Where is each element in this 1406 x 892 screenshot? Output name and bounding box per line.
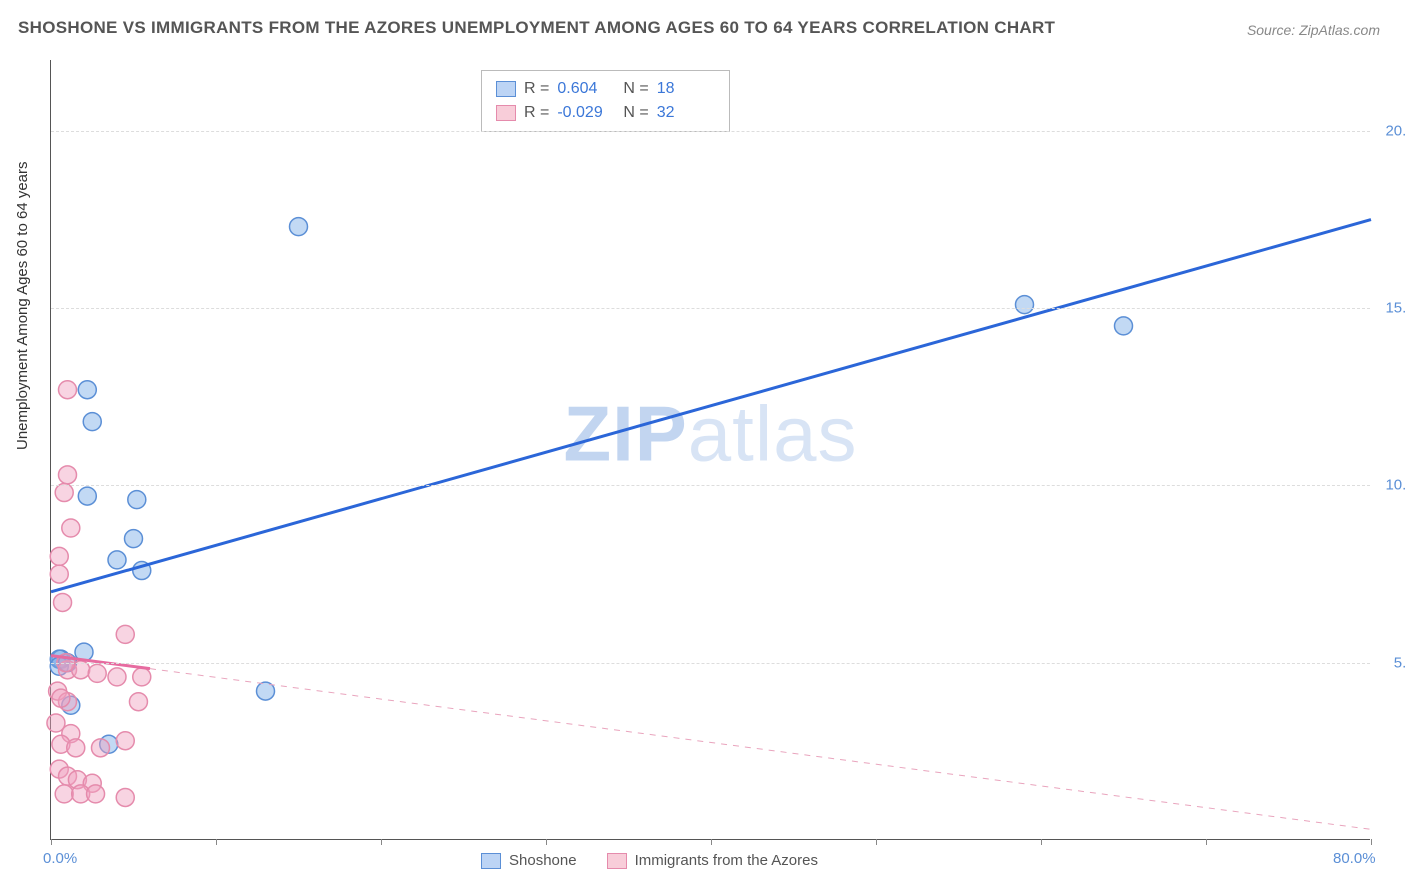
x-tick <box>711 839 712 845</box>
y-tick-label: 15.0% <box>1385 300 1406 317</box>
x-tick <box>1041 839 1042 845</box>
point-shoshone <box>1115 317 1133 335</box>
point-azores <box>50 547 68 565</box>
series-legend: Shoshone Immigrants from the Azores <box>481 852 818 869</box>
y-axis-label: Unemployment Among Ages 60 to 64 years <box>14 161 31 450</box>
point-azores <box>59 381 77 399</box>
gridline <box>51 485 1370 486</box>
x-tick <box>546 839 547 845</box>
trendline-shoshone <box>51 220 1371 592</box>
x-tick <box>51 839 52 845</box>
point-azores <box>133 668 151 686</box>
gridline <box>51 131 1370 132</box>
point-azores <box>54 593 72 611</box>
x-tick-label: 0.0% <box>43 850 77 867</box>
point-azores <box>116 732 134 750</box>
y-tick-label: 10.0% <box>1385 477 1406 494</box>
trendline-azores-dashed <box>150 669 1371 830</box>
legend-item: Shoshone <box>481 852 577 869</box>
point-azores <box>59 466 77 484</box>
point-azores <box>88 664 106 682</box>
point-azores <box>108 668 126 686</box>
point-azores <box>92 739 110 757</box>
point-azores <box>62 519 80 537</box>
point-shoshone <box>125 530 143 548</box>
x-tick <box>216 839 217 845</box>
point-azores <box>116 788 134 806</box>
point-azores <box>55 785 73 803</box>
point-azores <box>67 739 85 757</box>
gridline <box>51 308 1370 309</box>
source-label: Source: ZipAtlas.com <box>1247 22 1380 38</box>
x-tick <box>1206 839 1207 845</box>
x-tick <box>381 839 382 845</box>
gridline <box>51 663 1370 664</box>
point-shoshone <box>78 487 96 505</box>
chart-title: SHOSHONE VS IMMIGRANTS FROM THE AZORES U… <box>18 18 1055 38</box>
x-tick-label: 80.0% <box>1333 850 1376 867</box>
point-shoshone <box>108 551 126 569</box>
point-azores <box>87 785 105 803</box>
y-tick-label: 20.0% <box>1385 122 1406 139</box>
point-shoshone <box>128 491 146 509</box>
point-shoshone <box>83 413 101 431</box>
legend-label: Immigrants from the Azores <box>635 852 818 869</box>
x-tick <box>876 839 877 845</box>
y-tick-label: 5.0% <box>1394 654 1406 671</box>
x-tick <box>1371 839 1372 845</box>
point-azores <box>116 625 134 643</box>
chart-svg <box>51 60 1370 839</box>
swatch-icon <box>607 853 627 869</box>
point-azores <box>50 565 68 583</box>
point-shoshone <box>78 381 96 399</box>
point-shoshone <box>290 218 308 236</box>
point-shoshone <box>1016 296 1034 314</box>
swatch-icon <box>481 853 501 869</box>
point-azores <box>52 689 70 707</box>
legend-label: Shoshone <box>509 852 577 869</box>
point-azores <box>129 693 147 711</box>
legend-item: Immigrants from the Azores <box>607 852 818 869</box>
plot-area: ZIPatlas R = 0.604 N = 18 R = -0.029 N =… <box>50 60 1370 840</box>
